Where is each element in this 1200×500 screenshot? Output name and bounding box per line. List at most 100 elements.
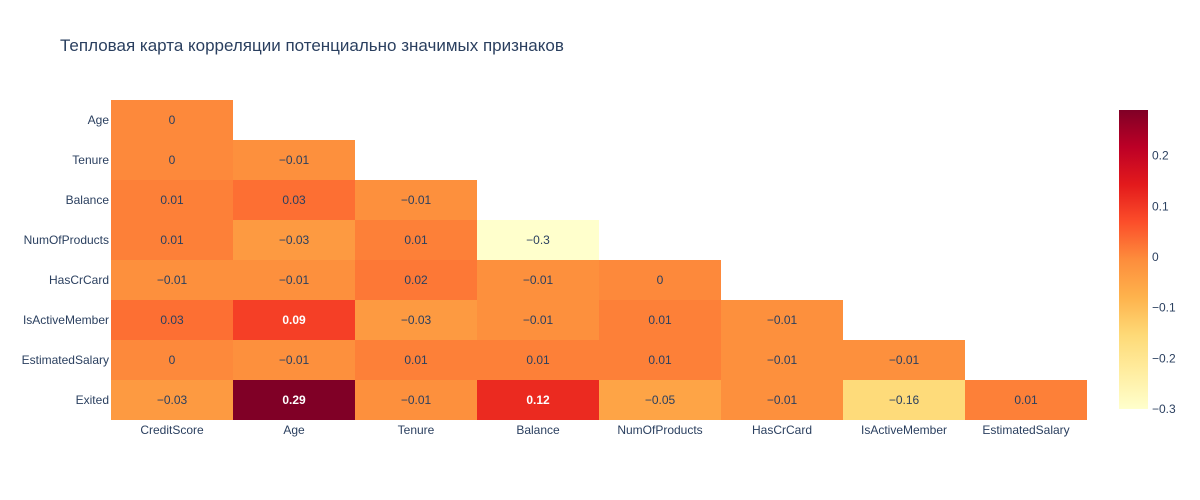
heatmap-cell — [111, 100, 233, 140]
cell-value-label: 0.01 — [648, 353, 672, 367]
heatmap-cell — [233, 300, 355, 340]
cell-value-label: 0 — [169, 153, 176, 167]
cell-value-label: −0.01 — [523, 273, 554, 287]
colorbar-tick-label: −0.3 — [1152, 402, 1176, 416]
x-axis-labels: CreditScore Age Tenure Balance NumOfProducts… — [140, 423, 1069, 437]
colorbar-tick-label: 0 — [1152, 250, 1159, 264]
heatmap-cell — [233, 340, 355, 380]
heatmap-cell — [355, 220, 477, 260]
heatmap-cell — [599, 260, 721, 300]
x-tick-label: Tenure — [398, 423, 435, 437]
cell-value-label: 0.03 — [160, 313, 184, 327]
heatmap-cell — [233, 260, 355, 300]
cell-value-label: −0.01 — [279, 353, 310, 367]
colorbar-gradient — [1119, 110, 1148, 409]
heatmap-cell — [477, 220, 599, 260]
cell-value-label: −0.01 — [401, 193, 432, 207]
heatmap-cell — [233, 380, 355, 420]
cell-value-label: 0.12 — [526, 393, 550, 407]
cell-value-label: 0.01 — [404, 353, 428, 367]
cell-value-label: −0.01 — [279, 273, 310, 287]
cell-value-label: 0.02 — [404, 273, 428, 287]
cell-value-label: 0.09 — [282, 313, 306, 327]
heatmap-cell — [355, 300, 477, 340]
x-tick-label: CreditScore — [140, 423, 204, 437]
colorbar-tick-label: −0.1 — [1152, 301, 1176, 315]
heatmap-cell — [233, 140, 355, 180]
cell-value-label: −0.01 — [767, 393, 798, 407]
heatmap-cell — [111, 340, 233, 380]
cell-value-label: 0 — [169, 113, 176, 127]
x-tick-label: IsActiveMember — [861, 423, 947, 437]
cell-value-label: 0 — [169, 353, 176, 367]
cell-value-label: −0.01 — [767, 353, 798, 367]
heatmap-cell — [111, 260, 233, 300]
x-tick-label: Balance — [516, 423, 560, 437]
heatmap-cell — [111, 380, 233, 420]
cell-value-label: 0.01 — [404, 233, 428, 247]
cell-value-label: 0.01 — [526, 353, 550, 367]
colorbar: 0.2 0.1 0 −0.1 −0.2 −0.3 — [1119, 110, 1176, 416]
cell-value-label: 0.01 — [160, 193, 184, 207]
heatmap-cell — [111, 300, 233, 340]
cell-value-label: −0.3 — [526, 233, 550, 247]
cell-value-label: 0.01 — [648, 313, 672, 327]
cell-value-label: −0.01 — [157, 273, 188, 287]
heatmap-cell — [843, 380, 965, 420]
cell-value-label: −0.03 — [157, 393, 188, 407]
heatmap-cell — [111, 180, 233, 220]
y-tick-label: Exited — [76, 393, 109, 407]
heatmap-cell — [599, 380, 721, 420]
heatmap-cell — [233, 220, 355, 260]
heatmap-cell — [599, 300, 721, 340]
heatmap-cell — [477, 340, 599, 380]
heatmap-cell — [721, 340, 843, 380]
cell-value-label: −0.01 — [523, 313, 554, 327]
heatmap-cell — [477, 260, 599, 300]
y-tick-label: NumOfProducts — [24, 233, 109, 247]
cell-value-label: 0.01 — [160, 233, 184, 247]
y-tick-label: IsActiveMember — [23, 313, 109, 327]
heatmap-cell — [111, 140, 233, 180]
chart-title: Тепловая карта корреляции потенциально з… — [60, 36, 564, 55]
heatmap-cell — [111, 220, 233, 260]
colorbar-tick-label: 0.1 — [1152, 199, 1169, 213]
x-tick-label: HasCrCard — [752, 423, 812, 437]
colorbar-tick-label: −0.2 — [1152, 351, 1176, 365]
cell-value-label: −0.01 — [767, 313, 798, 327]
heatmap-cell — [355, 380, 477, 420]
heatmap-cell — [477, 300, 599, 340]
y-tick-label: Tenure — [72, 153, 109, 167]
heatmap-cell — [355, 340, 477, 380]
heatmap-cell — [477, 380, 599, 420]
heatmap-cell — [843, 340, 965, 380]
y-tick-label: EstimatedSalary — [22, 353, 109, 367]
x-tick-label: Age — [283, 423, 305, 437]
y-tick-label: Balance — [66, 193, 110, 207]
cell-value-label: −0.03 — [401, 313, 432, 327]
heatmap-cells: 0 0 −0.01 0.01 0.03 −0.01 0.01 −0.03 0.01 −0.3 −0.… — [111, 100, 1087, 420]
heatmap-cell — [355, 180, 477, 220]
colorbar-tick-label: 0.2 — [1152, 149, 1169, 163]
cell-value-label: −0.01 — [401, 393, 432, 407]
y-tick-label: HasCrCard — [49, 273, 109, 287]
cell-value-label: −0.01 — [889, 353, 920, 367]
cell-value-label: −0.01 — [279, 153, 310, 167]
heatmap-cell — [721, 380, 843, 420]
y-axis-labels: Age Tenure Balance NumOfProducts HasCrCard Is… — [22, 113, 110, 407]
cell-value-label: 0.03 — [282, 193, 306, 207]
cell-value-label: −0.16 — [889, 393, 920, 407]
cell-value-label: 0 — [657, 273, 664, 287]
cell-value-label: 0.01 — [1014, 393, 1038, 407]
heatmap-cell — [965, 380, 1087, 420]
heatmap-cell — [721, 300, 843, 340]
y-tick-label: Age — [88, 113, 110, 127]
cell-value-label: −0.03 — [279, 233, 310, 247]
cell-value-label: −0.05 — [645, 393, 676, 407]
heatmap-cell — [355, 260, 477, 300]
heatmap-cell — [233, 180, 355, 220]
heatmap-cell — [599, 340, 721, 380]
x-tick-label: NumOfProducts — [617, 423, 702, 437]
cell-value-label: 0.29 — [282, 393, 306, 407]
